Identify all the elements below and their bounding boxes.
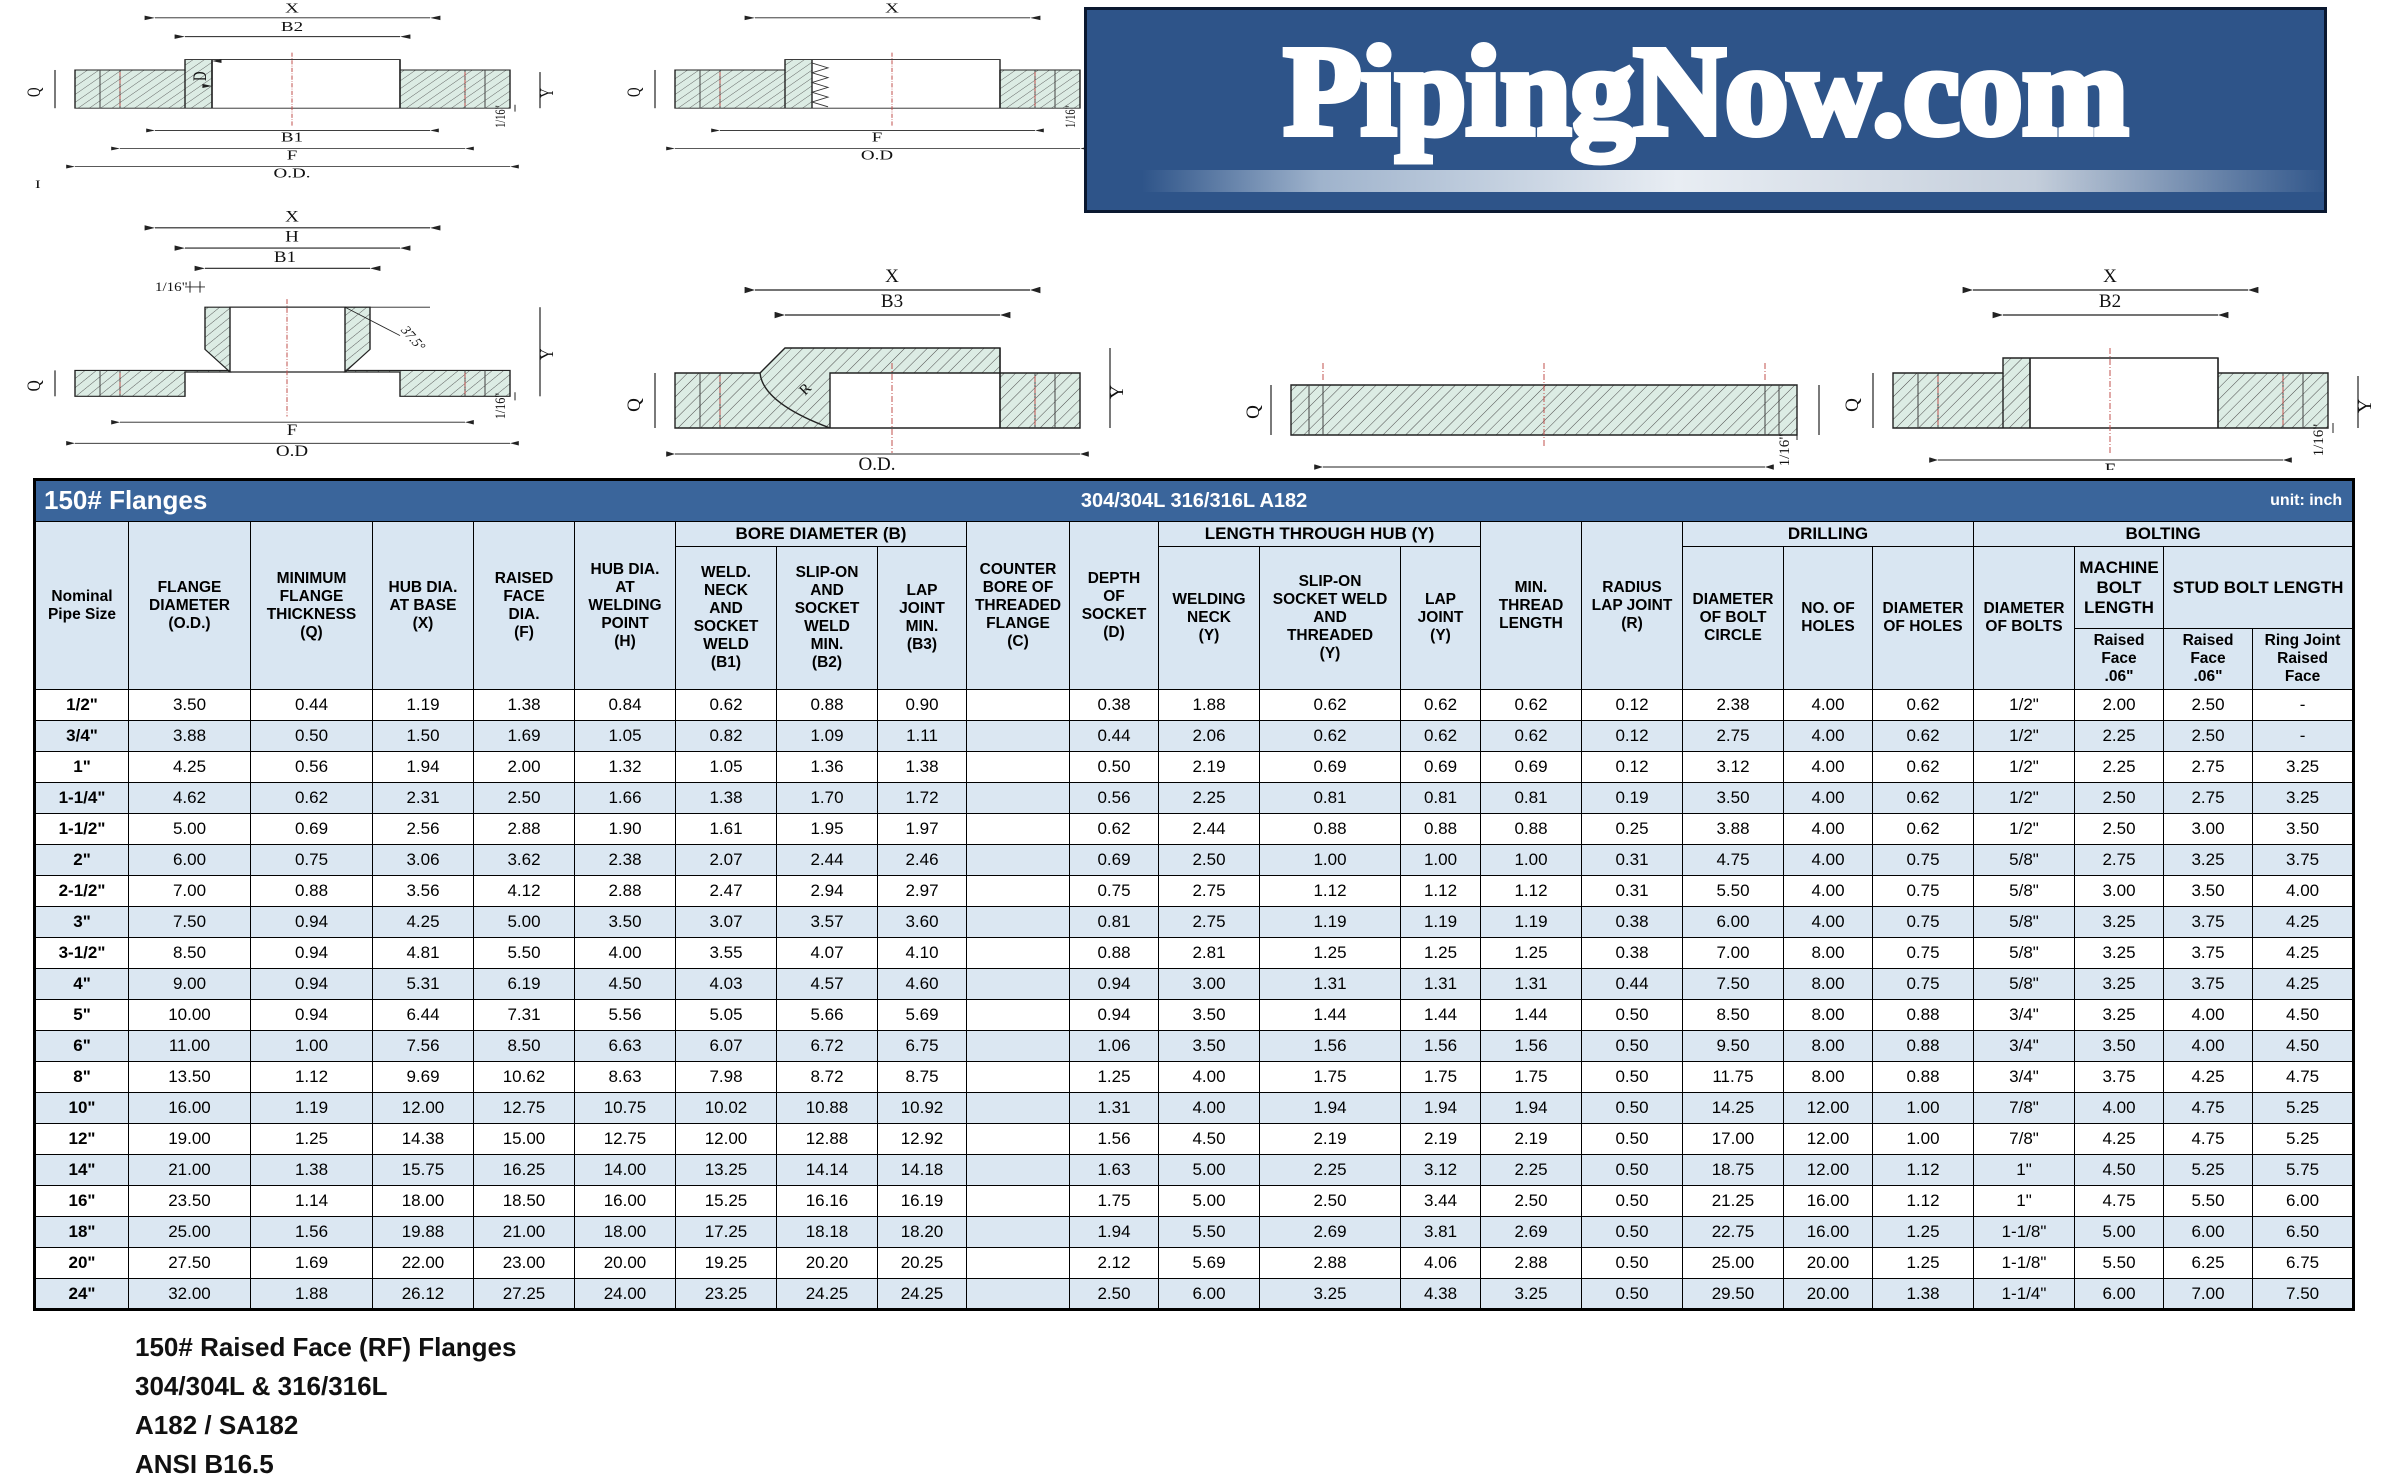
svg-text:Q: Q (23, 87, 45, 97)
svg-text:Y: Y (1107, 385, 1128, 399)
svg-text:1/16": 1/16" (491, 105, 508, 128)
svg-text:Q: Q (624, 398, 645, 412)
svg-text:1/16": 1/16" (2311, 424, 2327, 457)
svg-text:37.5°: 37.5° (397, 324, 429, 353)
svg-text:F: F (872, 129, 883, 144)
svg-text:Q: Q (24, 380, 45, 392)
svg-text:F: F (2105, 460, 2116, 470)
svg-text:O.D: O.D (276, 443, 308, 460)
svg-text:X: X (885, 0, 899, 15)
svg-text:O.D.: O.D. (274, 166, 311, 181)
svg-text:Q: Q (623, 87, 645, 97)
svg-text:Y: Y (2355, 399, 2376, 413)
svg-text:X: X (885, 266, 899, 287)
svg-text:I: I (35, 178, 41, 191)
svg-text:X: X (2103, 266, 2117, 287)
svg-text:F: F (287, 422, 298, 439)
svg-text:H: H (285, 228, 299, 245)
svg-text:1/16": 1/16" (155, 280, 188, 293)
svg-text:O.D: O.D (861, 148, 893, 163)
svg-text:X: X (285, 208, 299, 225)
svg-text:B2: B2 (2099, 291, 2121, 312)
svg-text:D: D (189, 71, 211, 81)
svg-text:Q: Q (1243, 405, 1264, 419)
svg-text:Q: Q (1842, 398, 1863, 412)
svg-text:1/16": 1/16" (1061, 105, 1078, 128)
svg-text:B1: B1 (281, 129, 303, 144)
svg-text:X: X (285, 0, 299, 15)
svg-text:1/16": 1/16" (492, 393, 508, 420)
svg-text:O.D.: O.D. (859, 454, 896, 470)
svg-text:B1: B1 (274, 248, 296, 265)
svg-text:Y: Y (537, 348, 558, 360)
svg-text:B3: B3 (881, 291, 903, 312)
svg-text:F: F (1539, 467, 1550, 470)
svg-text:1/16": 1/16" (1777, 434, 1793, 467)
svg-text:B2: B2 (281, 19, 303, 34)
svg-text:F: F (287, 148, 298, 163)
svg-text:Y: Y (536, 88, 558, 98)
